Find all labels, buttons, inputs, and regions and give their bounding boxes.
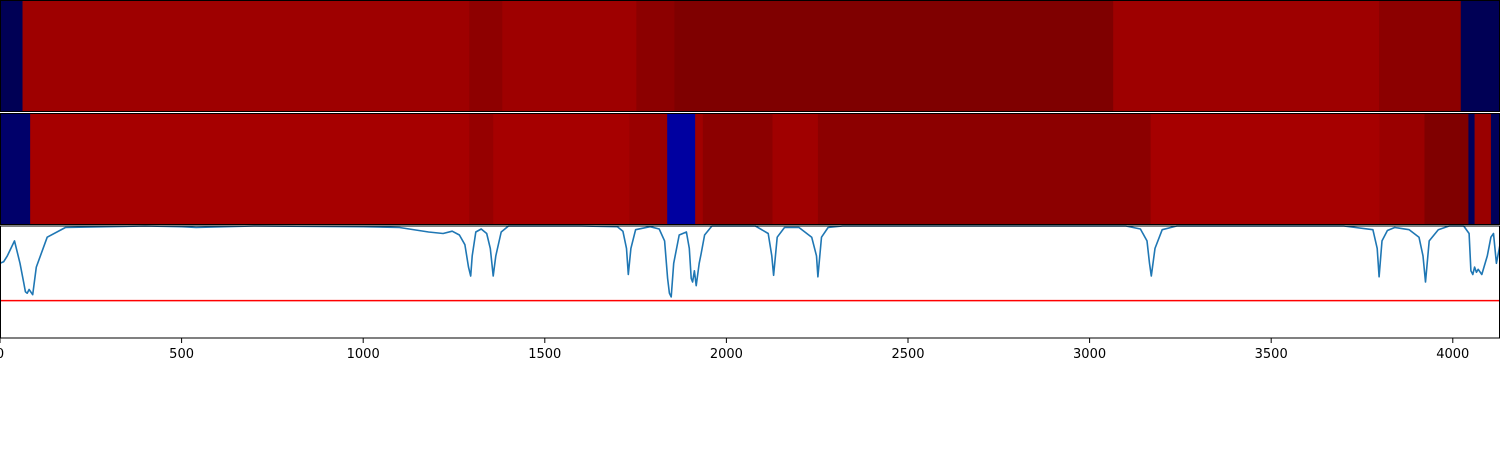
heatmap-row-0-segment-1: [22, 0, 470, 112]
heatmap-row-0-segment-3: [502, 0, 637, 112]
heatmap-row-1-segment-14: [1474, 113, 1492, 225]
heatmap-row-1-segment-2: [469, 113, 494, 225]
heatmap-row-0-segment-6: [1113, 0, 1380, 112]
heatmap-row-1-segment-11: [1379, 113, 1426, 225]
heatmap-row-1-segment-5: [667, 113, 696, 225]
x-tick-label-1: 500: [169, 347, 194, 362]
x-tick-label-3: 1500: [528, 347, 561, 362]
heatmap-row-1-segment-0: [0, 113, 31, 225]
heatmap-row-1-segment-9: [817, 113, 1152, 225]
heatmap-row-1-segment-13: [1468, 113, 1476, 225]
line-panel: [0, 225, 1500, 302]
x-tick-label-7: 3500: [1255, 347, 1288, 362]
x-tick-label-4: 2000: [710, 347, 743, 362]
x-tick-label-8: 4000: [1436, 347, 1469, 362]
heatmap-row-1-segment-12: [1424, 113, 1470, 225]
heatmap-row-0-segment-5: [674, 0, 1114, 112]
heatmap-row-1: [0, 113, 1500, 225]
score-line: [0, 225, 1500, 298]
x-tick-label-6: 3000: [1073, 347, 1106, 362]
heatmap-row-1-segment-7: [702, 113, 774, 225]
x-axis: 0 500 1000 1500 2000 2500 3000 3500 4000: [0, 338, 1469, 362]
x-tick-label-5: 2500: [891, 347, 924, 362]
heatmap-row-0: [0, 0, 1500, 112]
heatmap-row-0-segment-8: [1460, 0, 1500, 112]
heatmap-row-0-segment-7: [1379, 0, 1462, 112]
heatmap-row-1-segment-10: [1150, 113, 1381, 225]
heatmap-row-0-segment-0: [0, 0, 24, 112]
x-tick-label-2: 1000: [347, 347, 380, 362]
line-panel-frame: [0, 225, 1500, 339]
heatmap-row-1-segment-3: [493, 113, 631, 225]
heatmap-row-0-segment-2: [469, 0, 503, 112]
x-tick-label-0: 0: [0, 347, 4, 362]
heatmap-row-0-segment-4: [636, 0, 676, 112]
heatmap-row-1-segment-6: [695, 113, 704, 225]
heatmap-row-1-segment-4: [629, 113, 668, 225]
heatmap-row-1-segment-1: [30, 113, 470, 225]
heatmap-row-1-segment-15: [1490, 113, 1500, 225]
heatmap-row-1-segment-8: [772, 113, 819, 225]
